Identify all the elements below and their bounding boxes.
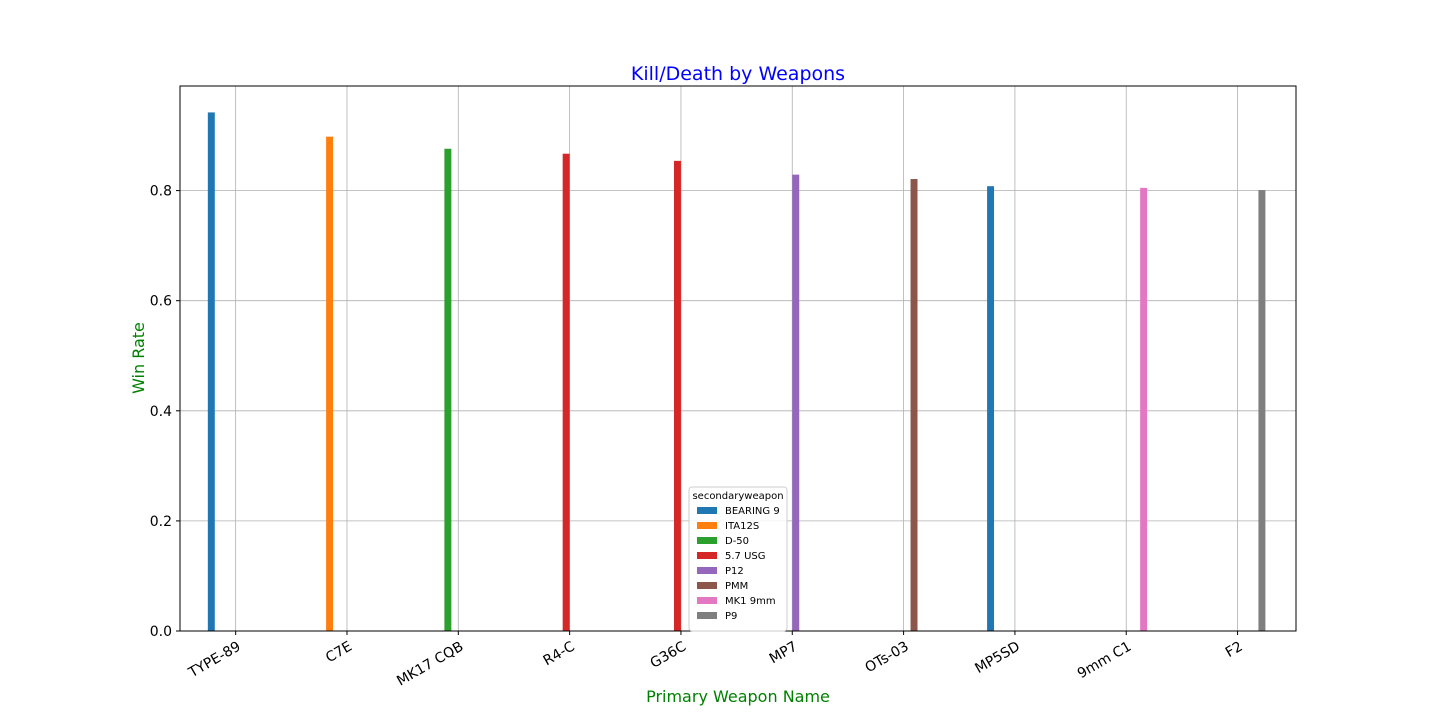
chart-title: Kill/Death by Weapons (631, 63, 845, 85)
legend-swatch (697, 507, 717, 514)
bars (207, 112, 1266, 632)
legend-swatch (697, 597, 717, 604)
legend-title: secondaryweapon (692, 491, 783, 502)
legend-swatch (697, 612, 717, 619)
bar-ita12s-c7e (326, 136, 334, 631)
legend-entry-label: P9 (725, 611, 737, 622)
x-tick-label: 9mm C1 (1075, 639, 1134, 683)
x-axis-label: Primary Weapon Name (646, 687, 830, 706)
bar-bearing-9-type-89 (207, 112, 215, 631)
x-tick-label: MP7 (767, 639, 800, 668)
legend-entry-label: BEARING 9 (725, 506, 780, 517)
bar-p12-mp7 (792, 174, 800, 631)
legend-swatch (697, 567, 717, 574)
y-tick-label: 0.4 (150, 404, 172, 420)
x-tick-label: MP5SD (972, 639, 1023, 677)
x-tick-label: TYPE-89 (185, 639, 243, 682)
bar-d-50-mk17-cqb (444, 148, 452, 631)
legend-entry-label: 5.7 USG (725, 551, 766, 562)
x-tick-label: OTs-03 (863, 639, 912, 677)
bar-p9-f2 (1258, 190, 1266, 631)
bar-bearing-9-mp5sd (987, 186, 995, 631)
y-tick-label: 0.8 (150, 184, 172, 200)
legend-swatch (697, 522, 717, 529)
x-tick-label: F2 (1223, 639, 1246, 661)
legend-entry-label: MK1 9mm (725, 596, 776, 607)
y-axis-label: Win Rate (129, 322, 148, 394)
y-tick-label: 0.6 (150, 294, 172, 310)
legend-entry-label: ITA12S (725, 521, 759, 532)
x-tick-label: G36C (648, 639, 689, 672)
x-tick-label: R4-C (541, 638, 578, 669)
bar-5-7-usg-r4-c (562, 153, 570, 631)
bar-pmm-ots-03 (910, 179, 918, 632)
bar-mk1-9mm-9mm-c1 (1140, 187, 1148, 631)
legend: secondaryweapon BEARING 9 ITA12S D-50 5.7 US… (688, 486, 788, 632)
y-tick-label: 0.0 (150, 624, 172, 640)
legend-swatch (697, 582, 717, 589)
legend-swatch (697, 537, 717, 544)
legend-entry-label: P12 (725, 566, 744, 577)
legend-entry-label: PMM (725, 581, 748, 592)
legend-swatch (697, 552, 717, 559)
y-tick-label: 0.2 (150, 514, 172, 530)
x-tick-label: C7E (323, 639, 355, 667)
legend-entry-label: D-50 (725, 536, 749, 547)
x-tick-label: MK17 CQB (394, 639, 466, 690)
bar-5-7-usg-g36c (673, 160, 681, 631)
